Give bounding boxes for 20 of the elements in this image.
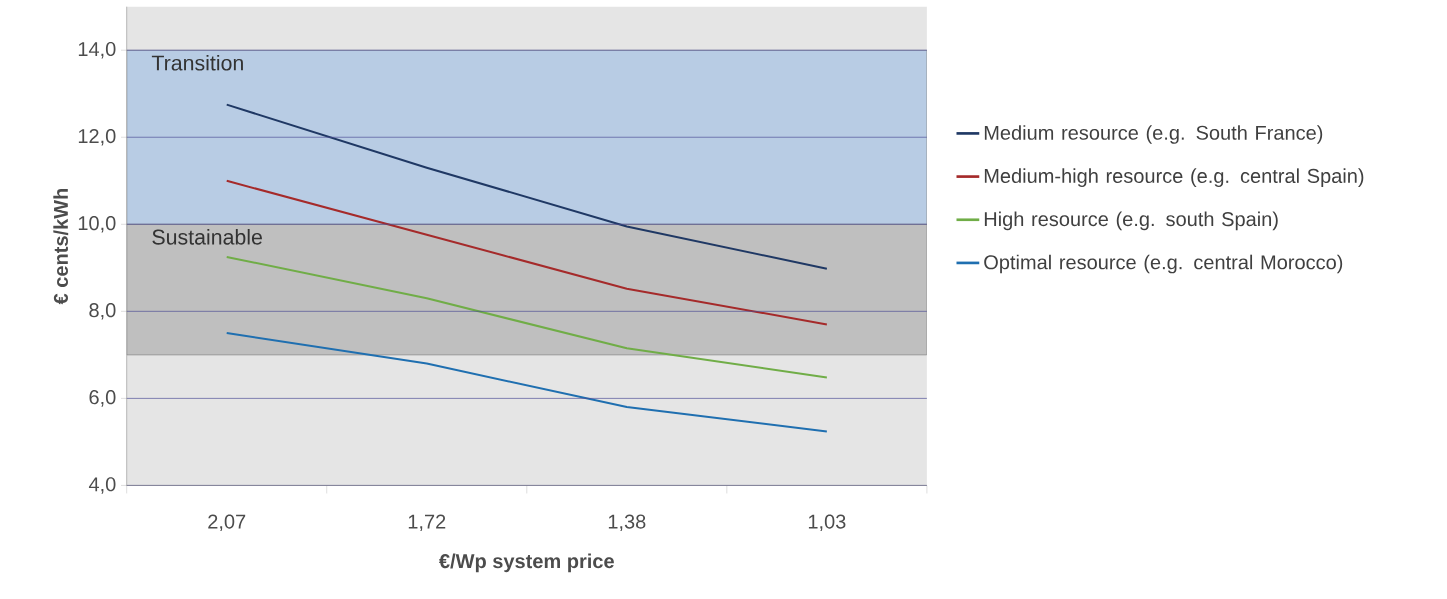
legend-label: High resource (e.g. south Spain)	[984, 211, 1278, 231]
legend-label: Medium-high resource (e.g. central Spain)	[984, 168, 1364, 188]
x-tick-label: 2,07	[208, 514, 246, 532]
y-axis-title: € cents/kWh	[53, 189, 69, 305]
y-tick-label: 8,0	[89, 303, 116, 320]
y-tick-label: 14,0	[78, 42, 116, 59]
legend-label: Medium resource (e.g. South France)	[984, 125, 1323, 144]
y-tick-label: 12,0	[78, 129, 116, 146]
x-axis-title: €/Wp system price	[439, 553, 614, 573]
band-label: Sustainable	[152, 229, 262, 245]
band-label: Transition	[151, 55, 243, 71]
y-tick-label: 4,0	[88, 477, 116, 494]
line-series	[225, 332, 828, 433]
y-tick-label: 6,0	[89, 390, 116, 407]
line-series	[225, 256, 828, 379]
x-tick-label: 1,03	[808, 514, 846, 532]
x-tick-label: 1,38	[608, 514, 646, 532]
legend-label: Optimal resource (e.g. central Morocco)	[984, 254, 1343, 274]
y-tick-label: 10,0	[78, 216, 116, 233]
x-tick-label: 1,72	[408, 514, 446, 532]
